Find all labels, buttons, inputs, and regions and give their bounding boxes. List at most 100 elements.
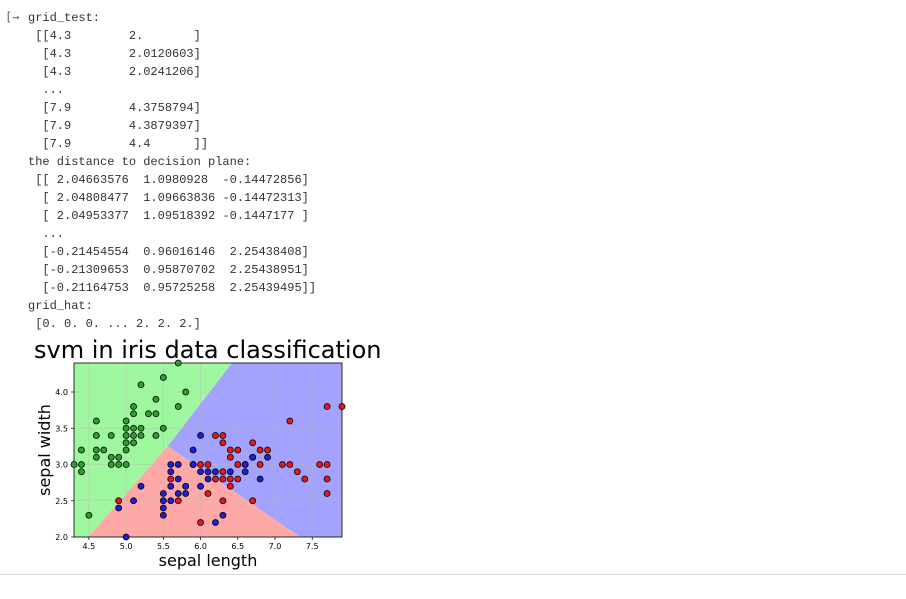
data-point — [159, 374, 167, 381]
output-line: grid_test: — [28, 11, 101, 25]
output-line: [7.9 4.3879397] — [28, 119, 201, 133]
data-point — [115, 497, 123, 505]
data-point — [197, 468, 204, 476]
data-point — [219, 439, 227, 447]
data-point — [182, 490, 190, 497]
data-point — [226, 446, 234, 454]
chart-title: svm in iris data classification — [34, 336, 381, 364]
data-point — [137, 432, 145, 439]
output-line: [7.9 4.4 ]] — [28, 137, 209, 151]
data-point — [234, 461, 242, 468]
data-point — [241, 468, 249, 476]
data-point — [130, 439, 137, 447]
output-line: [4.3 2.0120603] — [28, 47, 201, 61]
data-point — [226, 453, 234, 461]
data-point — [286, 417, 294, 425]
data-point — [323, 490, 331, 497]
data-point — [122, 439, 130, 447]
data-point — [167, 461, 175, 468]
data-point — [159, 511, 167, 519]
y-tick-label: 4.0 — [55, 388, 68, 397]
output-line: ... — [28, 83, 65, 97]
data-point — [115, 453, 123, 461]
data-point — [107, 453, 115, 461]
data-point — [189, 446, 197, 454]
plot-frame — [73, 362, 343, 538]
data-point — [152, 432, 160, 439]
output-line: [4.3 2.0241206] — [28, 65, 201, 79]
data-point — [249, 453, 257, 461]
data-point — [78, 468, 85, 476]
x-tick-label: 4.5 — [83, 542, 96, 551]
data-point — [159, 497, 167, 505]
data-point — [137, 381, 145, 389]
data-point — [145, 410, 152, 418]
data-point — [159, 424, 167, 432]
output-line: [7.9 4.3758794] — [28, 101, 201, 115]
y-tick-label: 2.5 — [55, 497, 68, 506]
output-line: [-0.21454554 0.96016146 2.25438408] — [28, 245, 309, 259]
chart: svm in iris data classification sepal le… — [34, 336, 381, 570]
y-tick-label: 2.0 — [55, 533, 68, 542]
data-point — [174, 359, 182, 367]
data-point — [122, 461, 130, 468]
y-tick-label: 3.0 — [55, 461, 68, 470]
data-point — [174, 461, 182, 468]
data-point — [159, 504, 167, 512]
data-point — [92, 432, 100, 439]
data-point — [122, 432, 130, 439]
x-tick-label: 5.5 — [157, 542, 170, 551]
output-line: the distance to decision plane: — [28, 155, 252, 169]
data-point — [204, 490, 212, 497]
data-point — [249, 439, 257, 447]
data-point — [137, 424, 145, 432]
data-point — [92, 453, 100, 461]
data-point — [264, 453, 271, 461]
data-point — [219, 468, 227, 476]
data-point — [264, 446, 271, 454]
data-point — [226, 468, 234, 476]
x-tick-label: 6.0 — [194, 542, 207, 551]
x-tick-label: 6.5 — [231, 542, 244, 551]
cell-separator — [0, 574, 906, 575]
data-point — [279, 461, 286, 468]
data-point — [174, 475, 182, 483]
data-point — [115, 461, 123, 468]
data-point — [130, 403, 137, 410]
x-tick-label: 7.5 — [306, 542, 319, 551]
output-line: [[4.3 2. ] — [28, 29, 201, 43]
data-point — [78, 461, 85, 468]
data-point — [256, 461, 264, 468]
data-point — [159, 490, 167, 497]
data-point — [130, 424, 137, 432]
data-point — [249, 497, 257, 505]
data-point — [197, 432, 204, 439]
data-point — [226, 482, 234, 490]
data-point — [122, 533, 130, 541]
region-class-0 — [74, 363, 232, 537]
data-point — [316, 461, 324, 468]
data-point — [130, 497, 137, 505]
data-point — [212, 519, 219, 526]
plot-area: svm in iris data classification sepal le… — [34, 336, 381, 570]
output-line: [-0.21164753 0.95725258 2.25439495]] — [28, 281, 317, 295]
output-line: [[ 2.04663576 1.0980928 -0.14472856] — [28, 173, 309, 187]
output-line: [0. 0. 0. ... 2. 2. 2.] — [28, 317, 201, 331]
data-point — [219, 511, 227, 519]
data-point — [204, 461, 212, 468]
text-output: grid_test: [[4.3 2. ] [4.3 2.0120603] [4… — [28, 9, 316, 333]
data-point — [323, 403, 331, 410]
data-point — [174, 497, 182, 505]
x-tick-label: 5.0 — [120, 542, 133, 551]
data-point — [241, 461, 249, 468]
data-point — [174, 403, 182, 410]
data-point — [197, 482, 204, 490]
data-point — [167, 475, 175, 483]
data-point — [152, 410, 160, 418]
data-point — [167, 468, 175, 476]
x-axis-label: sepal length — [159, 551, 258, 570]
data-point — [107, 432, 115, 439]
region-class-2 — [168, 363, 342, 537]
data-point — [212, 468, 219, 476]
data-point — [107, 461, 115, 468]
